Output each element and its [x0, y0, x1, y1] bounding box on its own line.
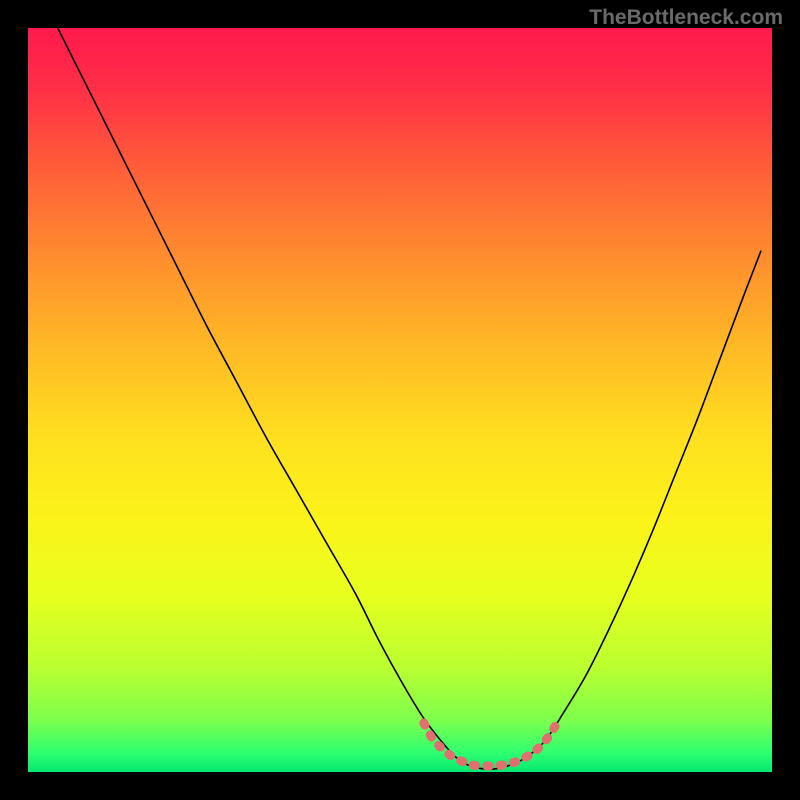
gradient-background [28, 28, 772, 772]
gradient-plot [28, 28, 772, 772]
chart-frame: TheBottleneck.com [0, 0, 800, 800]
watermark-text: TheBottleneck.com [589, 6, 783, 30]
plot-area [28, 28, 772, 772]
